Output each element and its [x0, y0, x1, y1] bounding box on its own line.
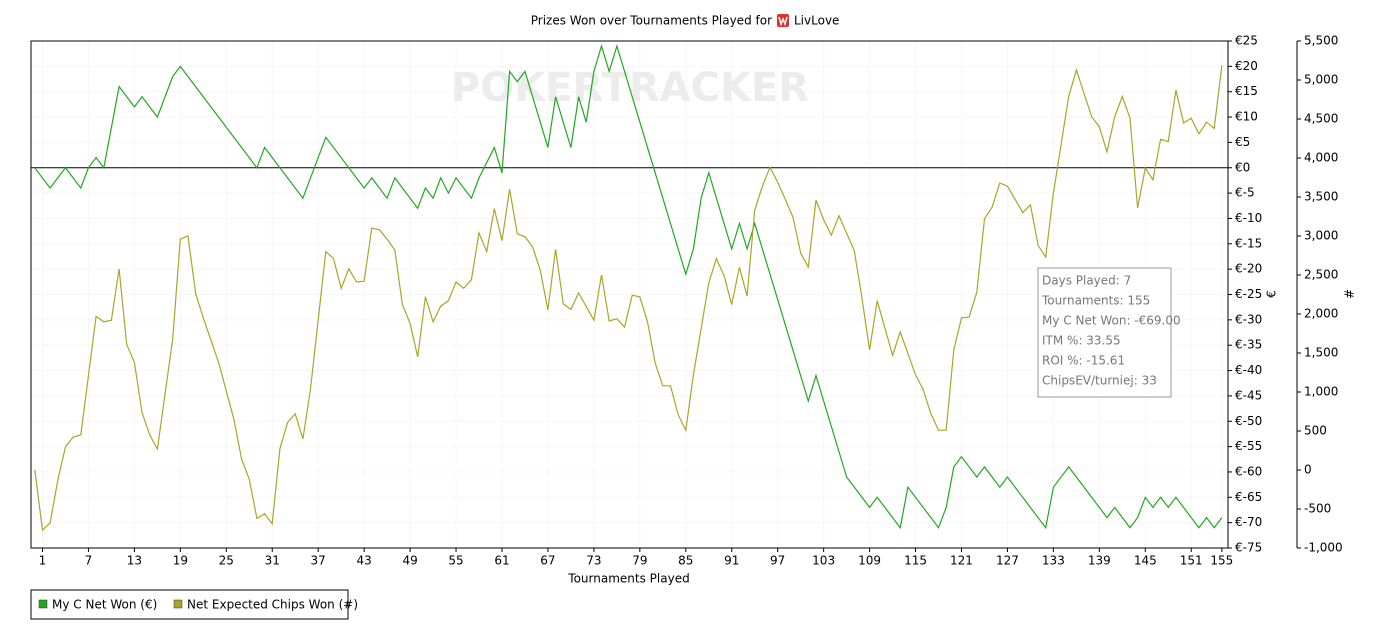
tooltip: Days Played: 7 Tournaments: 155 My C Net W…	[1041, 274, 1181, 388]
y2-tick-label: 1,000	[1304, 385, 1338, 399]
x-tick-label: 91	[724, 554, 739, 568]
x-tick-label: 67	[540, 554, 555, 568]
grid: 1 7 13 19 25 31 37 43 49 55 61 67 73 79 85 91 97 103 109 11…	[31, 34, 1343, 568]
x-tick-label: 115	[904, 554, 927, 568]
series-line	[34, 65, 1223, 532]
y2-tick-label: 3,000	[1304, 229, 1338, 243]
y-tick-label: €-30	[1235, 312, 1262, 326]
y-tick-label: €-5	[1235, 186, 1255, 200]
x-tick-label: 19	[173, 554, 188, 568]
x-axis-title: Tournaments Played	[567, 572, 689, 586]
y-tick-label: €15	[1235, 84, 1258, 98]
y-tick-label: €0	[1235, 160, 1250, 174]
x-tick-label: 49	[402, 554, 417, 568]
tooltip-line: My C Net Won: -€69.00	[1042, 314, 1181, 328]
y-tick-label: €-75	[1235, 541, 1262, 555]
y-tick-label: €-35	[1235, 338, 1262, 352]
y-tick-label: €20	[1235, 59, 1258, 73]
tooltip-line: ITM %: 33.55	[1042, 334, 1121, 348]
x-tick-label: 127	[996, 554, 1019, 568]
x-tick-label: 139	[1088, 554, 1111, 568]
y2-tick-label: 3,500	[1304, 190, 1338, 204]
y-tick-label: €-40	[1235, 363, 1262, 377]
x-tick-label: 25	[219, 554, 234, 568]
y-tick-label: €-25	[1235, 287, 1262, 301]
legend-swatch	[38, 599, 48, 609]
y2-tick-label: 0	[1304, 463, 1312, 477]
legend-swatch	[173, 599, 183, 609]
x-tick-label: 85	[678, 554, 693, 568]
x-tick-label: 31	[265, 554, 280, 568]
tooltip-box	[1037, 267, 1172, 398]
y2-tick-label: -1,000	[1304, 541, 1343, 555]
y2-axis-title: #	[1343, 289, 1357, 299]
x-tick-label: 43	[356, 554, 371, 568]
x-tick-label: 121	[950, 554, 973, 568]
y-tick-label: €10	[1235, 110, 1258, 124]
y2-tick-label: 500	[1304, 424, 1327, 438]
player-logo	[777, 14, 789, 27]
y2-tick-label: -500	[1304, 502, 1331, 516]
y-axis-title: €	[1265, 290, 1279, 298]
y-tick-label: €-70	[1235, 515, 1262, 529]
y-tick-label: €-20	[1235, 262, 1262, 276]
y2-tick-label: 2,000	[1304, 307, 1338, 321]
legend-label: Net Expected Chips Won (#)	[187, 598, 358, 612]
y-tick-label: €-50	[1235, 414, 1262, 428]
y-tick-label: €-55	[1235, 439, 1262, 453]
series-group	[34, 44, 1223, 532]
x-tick-label: 103	[812, 554, 835, 568]
legend-box	[30, 589, 349, 620]
tooltip-line: Tournaments: 155	[1041, 294, 1150, 308]
tooltip-line: ChipsEV/turniej: 33	[1042, 374, 1157, 388]
x-tick-label: 37	[311, 554, 326, 568]
x-tick-label: 109	[858, 554, 881, 568]
y2-tick-label: 5,500	[1304, 34, 1338, 48]
chart-title: Prizes Won over Tournaments Played for	[531, 14, 772, 28]
x-tick-label: 97	[770, 554, 785, 568]
x-tick-label: 151	[1180, 554, 1203, 568]
y2-tick-label: 5,000	[1304, 73, 1338, 87]
legend-label: My C Net Won (€)	[52, 598, 157, 612]
y2-tick-label: 1,500	[1304, 346, 1338, 360]
y-tick-label: €-45	[1235, 388, 1262, 402]
x-tick-label: 7	[85, 554, 93, 568]
x-tick-label: 145	[1134, 554, 1157, 568]
legend: My C Net Won (€) Net Expected Chips Won (…	[38, 598, 358, 612]
x-tick-label: 155	[1210, 554, 1233, 568]
x-tick-label: 73	[586, 554, 601, 568]
tooltip-line: Days Played: 7	[1042, 274, 1131, 288]
y-tick-label: €-65	[1235, 490, 1262, 504]
series-line	[34, 44, 1223, 530]
x-tick-label: 13	[127, 554, 142, 568]
plot-frame	[30, 40, 1229, 549]
y2-tick-label: 4,500	[1304, 112, 1338, 126]
x-tick-label: 133	[1042, 554, 1065, 568]
y-tick-label: €-15	[1235, 236, 1262, 250]
y2-tick-label: 4,000	[1304, 151, 1338, 165]
tooltip-line: ROI %: -15.61	[1042, 354, 1125, 368]
y-tick-label: €-60	[1235, 464, 1262, 478]
y-tick-label: €-10	[1235, 211, 1262, 225]
x-tick-label: 1	[39, 554, 47, 568]
y2-tick-label: 2,500	[1304, 268, 1338, 282]
x-tick-label: 61	[494, 554, 509, 568]
x-tick-label: 55	[448, 554, 463, 568]
x-tick-label: 79	[632, 554, 647, 568]
y-tick-label: €5	[1235, 135, 1250, 149]
y-tick-label: €25	[1235, 34, 1258, 48]
player-name: LivLove	[794, 14, 839, 28]
